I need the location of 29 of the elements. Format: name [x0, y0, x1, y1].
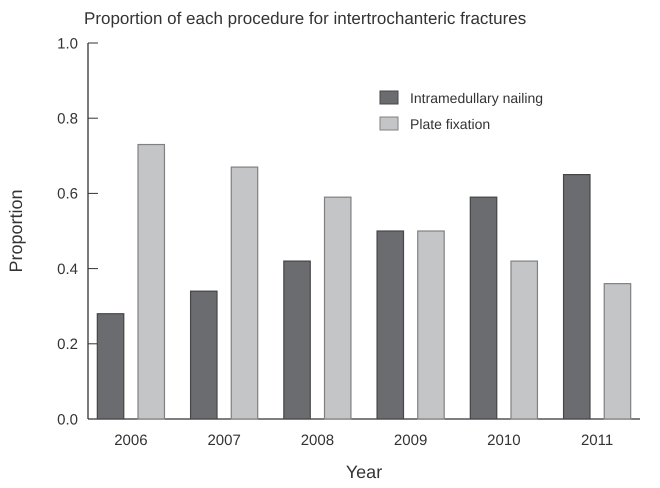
bar: [324, 196, 352, 420]
bar: [96, 313, 124, 420]
bar: [510, 260, 538, 420]
bar: [137, 144, 166, 420]
bar: [376, 230, 404, 420]
legend-label: Intramedullary nailing: [410, 90, 544, 106]
x-tick-label: 2007: [207, 432, 241, 449]
x-axis-title: Year: [346, 462, 382, 482]
bar: [230, 166, 258, 420]
y-tick-label: 0.8: [57, 110, 78, 128]
bar: [190, 290, 218, 420]
bar: [604, 283, 632, 420]
bar: [562, 174, 591, 420]
y-tick-label: 0.2: [57, 336, 78, 354]
y-tick-label: 0.4: [57, 260, 78, 278]
x-tick-label: 2008: [300, 432, 334, 449]
x-tick-label: 2009: [394, 432, 428, 449]
legend-label: Plate fixation: [410, 116, 490, 132]
bar: [283, 260, 311, 420]
x-tick-label: 2010: [487, 432, 521, 449]
y-axis-title: Proportion: [6, 189, 26, 273]
y-tick-label: 0.0: [57, 411, 78, 428]
y-tick-label: 1.0: [57, 35, 78, 52]
x-tick-label: 2006: [114, 432, 148, 449]
chart-title: Proportion of each procedure for intertrochanteric fractures: [84, 9, 526, 28]
y-tick-label: 0.6: [57, 186, 78, 203]
x-tick-label: 2011: [580, 432, 614, 449]
bar: [417, 230, 445, 420]
bar: [470, 196, 498, 420]
